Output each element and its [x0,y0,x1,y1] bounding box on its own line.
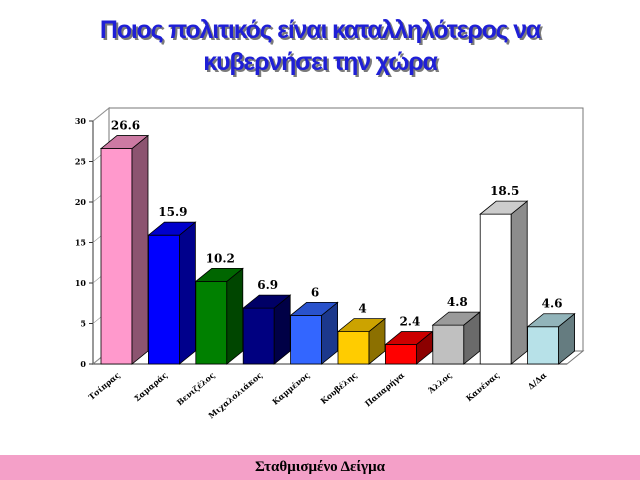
bar-top [147,221,197,236]
y-tick-label: 15 [75,238,86,248]
bar-top [289,301,339,316]
bar-top [336,318,387,333]
bar-front [242,307,275,365]
bar-1 [99,134,150,365]
data-label-1: 26.6 [111,119,140,133]
chart-title-line-2: κυβερνήσει την χώρα [203,48,438,76]
bar-front [432,324,465,365]
data-label-5: 6 [311,285,319,299]
chart-title-line-1: Ποιος πολιτικός είναι καταλληλότερος να [99,16,541,44]
bar-4 [242,294,292,365]
bar-side [226,267,244,365]
bar-front [195,280,228,365]
bar-front [337,331,370,365]
y-tick-label: 0 [80,359,86,369]
bar-side [131,134,149,365]
bar-8 [431,311,481,365]
bar-5 [289,301,339,365]
x-tick-label-6: Κουβέλης [318,370,358,406]
bar-front [479,213,512,365]
bar-6 [336,317,387,365]
bar-top [99,135,150,149]
bar-chart: 0 5 10 15 20 25 30 26.6 Τσίπρας 15.9 Σαμαράς 10.2 Βε… [75,106,585,421]
x-tick-label-5: Καμμένος [270,370,311,407]
y-tick-label: 5 [80,319,86,329]
x-tick-label-1: Τσίπρας [86,370,122,402]
x-tick-label-8: Άλλος [425,370,453,396]
x-tick-label-2: Σαμαράς [132,370,169,404]
data-label-2: 15.9 [158,205,187,219]
data-label-8: 4.8 [447,295,468,309]
footer-banner: Σταθμισμένο Δείγμα [0,455,640,480]
data-label-6: 4 [358,302,366,316]
data-label-7: 2.4 [399,315,420,329]
chart-title: Ποιος πολιτικός είναι καταλληλότερος να … [0,14,640,78]
x-tick-label-9: Κανένας [464,370,501,404]
footer-label: Σταθμισμένο Δείγμα [255,459,385,475]
y-tick-label: 25 [75,157,86,167]
bar-3 [194,267,244,365]
y-tick-depth [92,107,110,122]
data-label-10: 4.6 [542,297,563,311]
y-tick-label: 10 [75,278,87,288]
bar-7 [384,330,434,365]
x-tick-label-3: Βενιζέλος [175,370,217,408]
bar-2 [147,221,197,365]
bar-9 [479,200,529,365]
bar-front [290,314,323,365]
bar-top [431,311,481,326]
x-tick-label-7: Παπαρήγα [363,370,406,409]
data-label-3: 10.2 [206,251,235,265]
y-tick-label: 20 [75,197,87,207]
data-label-9: 18.5 [490,184,519,198]
bar-front [100,148,133,365]
bar-front [527,326,559,365]
bar-top [194,267,244,282]
bar-front [384,344,417,365]
bar-top [479,200,529,215]
data-label-4: 6.9 [257,278,278,292]
bar-side [510,200,528,365]
y-tick-label: 30 [75,116,87,126]
bar-top [526,313,576,328]
bar-10 [526,312,576,365]
bar-front [147,234,180,365]
bar-side [178,221,196,365]
bar-top [242,294,292,309]
x-tick-label-10: Δ/Δα [525,370,548,391]
